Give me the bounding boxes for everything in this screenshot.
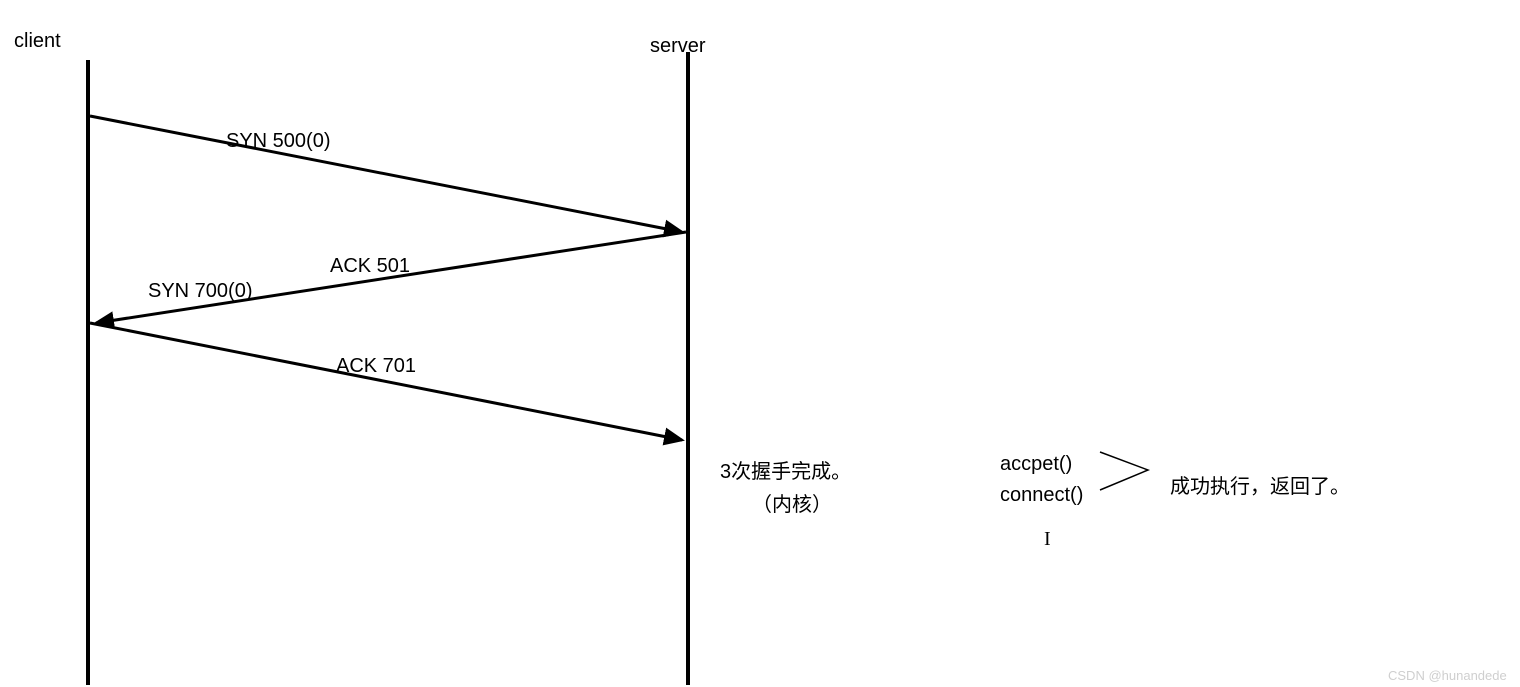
note-handshake-done: 3次握手完成。 — [720, 455, 851, 484]
arrow-ack-701 — [90, 323, 682, 440]
bracket-line — [1100, 452, 1148, 490]
note-success: 成功执行，返回了。 — [1170, 470, 1350, 499]
sequence-arrows — [0, 0, 1520, 687]
note-accept: accpet() — [1000, 453, 1072, 476]
label-ack-501: ACK 501 — [330, 255, 410, 278]
label-ack-701: ACK 701 — [336, 355, 416, 378]
label-syn-700: SYN 700(0) — [148, 280, 253, 303]
note-kernel: （内核） — [752, 488, 832, 517]
arrow-syn-500 — [90, 116, 682, 232]
watermark: CSDN @hunandede — [1388, 668, 1507, 683]
label-syn-500: SYN 500(0) — [226, 130, 331, 153]
text-cursor-icon: I — [1044, 528, 1051, 551]
note-connect: connect() — [1000, 484, 1083, 507]
